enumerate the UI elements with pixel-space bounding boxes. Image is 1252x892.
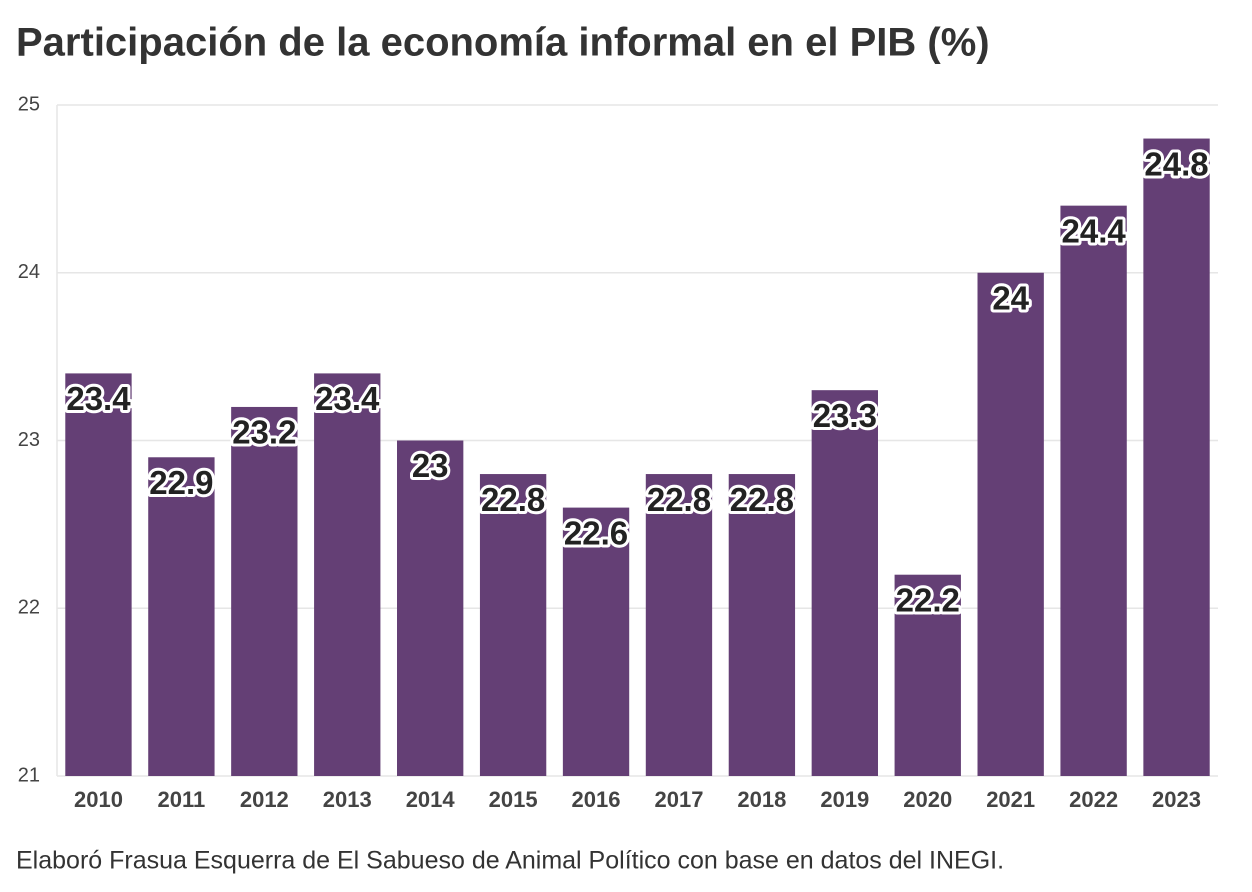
bar	[148, 457, 215, 776]
bar	[314, 373, 381, 776]
value-label: 22.2	[896, 581, 960, 618]
x-tick-label: 2019	[820, 787, 869, 812]
value-label: 23.4	[315, 380, 380, 417]
chart-title: Participación de la economía informal en…	[16, 21, 990, 65]
x-tick-label: 2018	[737, 787, 786, 812]
value-label: 22.6	[564, 514, 628, 551]
value-label: 24.4	[1061, 212, 1126, 249]
bar	[645, 474, 713, 776]
value-label: 23.2	[232, 414, 296, 451]
x-tick-label: 2015	[489, 787, 538, 812]
value-label: 22.9	[149, 464, 213, 501]
x-tick-label: 2020	[903, 787, 952, 812]
bar	[1143, 138, 1210, 777]
value-label: 23.3	[813, 397, 877, 434]
value-label: 23	[412, 447, 449, 484]
bar	[977, 272, 1044, 776]
x-tick-label: 2011	[158, 787, 206, 812]
bar	[811, 390, 878, 776]
y-tick-label: 22	[18, 597, 40, 619]
x-tick-label: 2022	[1069, 787, 1118, 812]
bar	[65, 373, 132, 776]
bar	[1060, 205, 1127, 776]
value-label: 22.8	[647, 481, 711, 518]
x-tick-label: 2021	[986, 787, 1035, 812]
bar	[231, 406, 298, 776]
x-tick-label: 2017	[654, 787, 703, 812]
value-label: 22.8	[730, 481, 794, 518]
y-tick-label: 23	[18, 429, 40, 451]
value-label: 24	[992, 279, 1029, 316]
y-tick-label: 21	[18, 764, 40, 786]
bar	[894, 574, 961, 776]
value-label: 23.4	[66, 380, 131, 417]
value-label: 24.8	[1144, 145, 1208, 182]
x-tick-label: 2014	[406, 787, 456, 812]
x-tick-label: 2016	[572, 787, 621, 812]
bar	[479, 474, 547, 776]
bar	[728, 474, 796, 776]
x-tick-label: 2012	[240, 787, 289, 812]
caption: Elaboró Frasua Esquerra de El Sabueso de…	[16, 847, 1004, 875]
value-label: 22.8	[481, 481, 545, 518]
x-tick-label: 2023	[1152, 787, 1201, 812]
bar	[562, 507, 630, 776]
x-tick-label: 2010	[74, 787, 123, 812]
x-tick-label: 2013	[323, 787, 372, 812]
y-tick-label: 24	[18, 261, 40, 283]
bar	[397, 440, 464, 776]
y-tick-label: 25	[18, 93, 40, 115]
